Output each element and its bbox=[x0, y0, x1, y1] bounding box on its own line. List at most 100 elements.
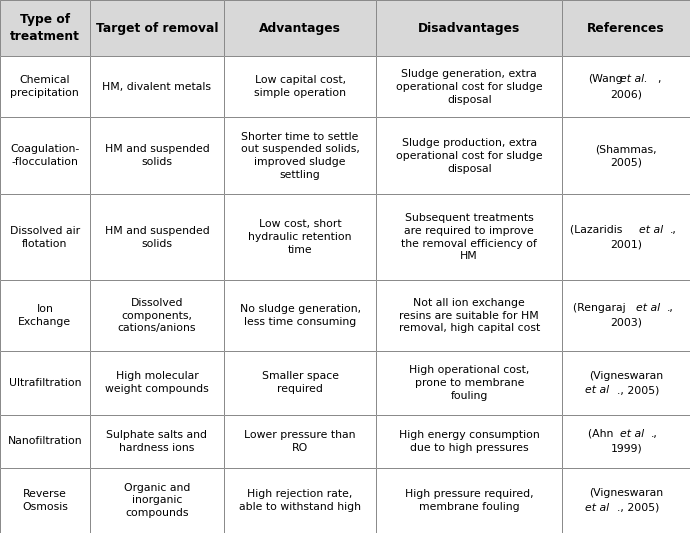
Text: HM and suspended
solids: HM and suspended solids bbox=[105, 144, 209, 167]
Bar bbox=[562, 351, 690, 415]
Bar bbox=[224, 194, 376, 280]
Text: High operational cost,
prone to membrane
fouling: High operational cost, prone to membrane… bbox=[409, 365, 529, 401]
Bar bbox=[562, 56, 690, 117]
Text: Lower pressure than
RO: Lower pressure than RO bbox=[244, 430, 356, 453]
Bar bbox=[224, 117, 376, 194]
Text: Ion
Exchange: Ion Exchange bbox=[19, 304, 71, 327]
Bar bbox=[90, 468, 224, 533]
Text: et al: et al bbox=[620, 429, 644, 439]
Bar bbox=[562, 117, 690, 194]
Text: HM, divalent metals: HM, divalent metals bbox=[103, 82, 211, 92]
Bar bbox=[562, 0, 690, 56]
Bar bbox=[224, 468, 376, 533]
Text: Smaller space
required: Smaller space required bbox=[262, 372, 339, 394]
Text: Low cost, short
hydraulic retention
time: Low cost, short hydraulic retention time bbox=[248, 220, 352, 255]
Bar bbox=[224, 0, 376, 56]
Text: HM and suspended
solids: HM and suspended solids bbox=[105, 226, 209, 248]
Bar bbox=[224, 117, 376, 194]
Text: References: References bbox=[587, 22, 665, 35]
Bar bbox=[224, 415, 376, 468]
Bar bbox=[0, 280, 90, 351]
Text: (Vigneswaran: (Vigneswaran bbox=[589, 488, 663, 498]
Text: ,: , bbox=[658, 75, 661, 84]
Text: (Vigneswaran: (Vigneswaran bbox=[589, 370, 663, 381]
Text: .,: ., bbox=[667, 303, 674, 313]
Bar bbox=[0, 468, 90, 533]
Text: Sludge generation, extra
operational cost for sludge
disposal: Sludge generation, extra operational cos… bbox=[396, 69, 542, 104]
Bar bbox=[0, 415, 90, 468]
Bar bbox=[562, 194, 690, 280]
Bar bbox=[90, 415, 224, 468]
Bar bbox=[90, 56, 224, 117]
Text: Sludge production, extra
operational cost for sludge
disposal: Sludge production, extra operational cos… bbox=[396, 138, 542, 174]
Text: Advantages: Advantages bbox=[259, 22, 341, 35]
Text: Dissolved
components,
cations/anions: Dissolved components, cations/anions bbox=[118, 298, 196, 334]
Bar bbox=[376, 468, 562, 533]
Bar bbox=[376, 351, 562, 415]
Bar bbox=[0, 0, 90, 56]
Bar bbox=[0, 468, 90, 533]
Bar bbox=[376, 194, 562, 280]
Text: Low capital cost,
simple operation: Low capital cost, simple operation bbox=[254, 75, 346, 98]
Bar bbox=[562, 415, 690, 468]
Bar bbox=[562, 0, 690, 56]
Bar bbox=[0, 194, 90, 280]
Text: Subsequent treatments
are required to improve
the removal efficiency of
HM: Subsequent treatments are required to im… bbox=[402, 213, 537, 261]
Text: (Lazaridis: (Lazaridis bbox=[570, 225, 626, 235]
Bar bbox=[224, 56, 376, 117]
Bar bbox=[376, 351, 562, 415]
Bar bbox=[376, 415, 562, 468]
Bar bbox=[376, 415, 562, 468]
Bar bbox=[90, 280, 224, 351]
Bar bbox=[376, 468, 562, 533]
Bar bbox=[90, 194, 224, 280]
Bar bbox=[0, 117, 90, 194]
Text: Not all ion exchange
resins are suitable for HM
removal, high capital cost: Not all ion exchange resins are suitable… bbox=[399, 298, 540, 334]
Bar bbox=[562, 351, 690, 415]
Text: et al: et al bbox=[585, 385, 609, 395]
Text: Type of
treatment: Type of treatment bbox=[10, 13, 80, 43]
Text: Dissolved air
flotation: Dissolved air flotation bbox=[10, 226, 80, 248]
Text: Organic and
inorganic
compounds: Organic and inorganic compounds bbox=[124, 482, 190, 518]
Bar bbox=[224, 415, 376, 468]
Bar bbox=[224, 0, 376, 56]
Text: 1999): 1999) bbox=[610, 443, 642, 454]
Bar bbox=[0, 0, 90, 56]
Bar bbox=[562, 468, 690, 533]
Text: Coagulation-
-flocculation: Coagulation- -flocculation bbox=[10, 144, 79, 167]
Bar bbox=[224, 194, 376, 280]
Bar bbox=[376, 117, 562, 194]
Bar bbox=[90, 468, 224, 533]
Bar bbox=[0, 194, 90, 280]
Text: ., 2005): ., 2005) bbox=[617, 385, 659, 395]
Bar bbox=[90, 0, 224, 56]
Bar bbox=[376, 56, 562, 117]
Text: Ultrafiltration: Ultrafiltration bbox=[8, 378, 81, 388]
Text: et al: et al bbox=[585, 503, 609, 513]
Bar bbox=[0, 280, 90, 351]
Bar bbox=[376, 0, 562, 56]
Bar bbox=[224, 280, 376, 351]
Text: 2006): 2006) bbox=[610, 89, 642, 99]
Text: .,: ., bbox=[670, 225, 677, 235]
Bar bbox=[90, 56, 224, 117]
Bar bbox=[90, 280, 224, 351]
Text: Reverse
Osmosis: Reverse Osmosis bbox=[22, 489, 68, 512]
Text: (Rengaraj: (Rengaraj bbox=[573, 303, 629, 313]
Bar bbox=[562, 194, 690, 280]
Bar bbox=[0, 117, 90, 194]
Text: Sulphate salts and
hardness ions: Sulphate salts and hardness ions bbox=[106, 430, 208, 453]
Text: No sludge generation,
less time consuming: No sludge generation, less time consumin… bbox=[239, 304, 361, 327]
Bar bbox=[0, 351, 90, 415]
Bar bbox=[224, 468, 376, 533]
Text: Nanofiltration: Nanofiltration bbox=[8, 436, 82, 446]
Bar bbox=[0, 56, 90, 117]
Text: High pressure required,
membrane fouling: High pressure required, membrane fouling bbox=[405, 489, 533, 512]
Text: .,: ., bbox=[651, 429, 658, 439]
Bar bbox=[562, 280, 690, 351]
Bar bbox=[90, 351, 224, 415]
Bar bbox=[90, 117, 224, 194]
Bar bbox=[90, 351, 224, 415]
Text: (Wang: (Wang bbox=[589, 75, 623, 84]
Bar bbox=[90, 194, 224, 280]
